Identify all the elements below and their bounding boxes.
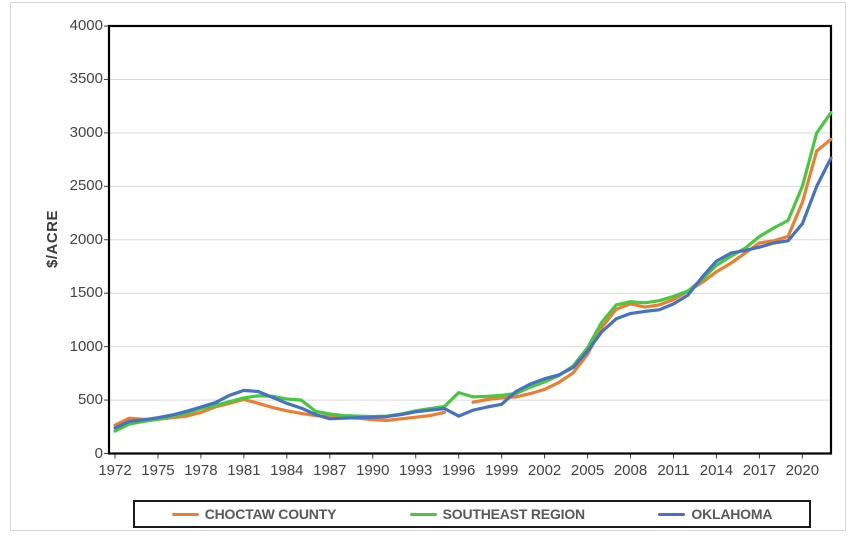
x-tick-label: 1975 [141,462,175,479]
x-tick-label: 1984 [270,462,304,479]
x-tick-label: 2011 [657,462,690,479]
y-tick-label: 0 [94,444,103,462]
x-tick-label: 2020 [785,462,820,479]
legend-label: OKLAHOMA [691,506,773,522]
x-tick-label: 1993 [399,462,433,479]
legend-item-choctaw-county: CHOCTAW COUNTY [171,506,337,522]
x-tick-label: 2014 [699,462,734,479]
x-tick-label: 2008 [613,462,648,479]
series-line-oklahoma [113,156,833,430]
legend-label: SOUTHEAST REGION [442,506,585,522]
series-line-choctaw-county [113,137,833,427]
x-tick-label: 1996 [441,462,476,479]
y-tick-label: 1000 [69,337,103,355]
legend-line-swatch-icon [409,512,437,516]
y-tick-label: 3000 [69,123,103,141]
y-tick-label: 4000 [69,17,103,34]
y-tick-label: 500 [77,391,103,409]
x-tick-label: 1978 [184,462,218,479]
legend-item-oklahoma: OKLAHOMA [658,506,772,522]
series-line-southeast-region [113,111,833,433]
y-tick-label: 3500 [69,70,103,88]
y-tick-label: 1500 [69,284,103,302]
legend-label: CHOCTAW COUNTY [204,506,337,522]
x-tick-label: 1990 [356,462,390,479]
y-tick-label: 2500 [69,177,103,195]
plot-area [104,24,833,459]
x-tick-label: 1999 [484,462,519,479]
chart-figure: $/ACRE 0 500 1000 1500 2000 2500 3000 3500 4000 … [10,2,846,531]
y-tick-label: 2000 [69,230,103,248]
plot-border [107,24,833,455]
x-tick-label: 2017 [742,462,777,479]
legend-line-swatch-icon [171,512,199,516]
legend-item-southeast-region: SOUTHEAST REGION [409,506,585,522]
x-tick-label: 1981 [227,462,261,479]
legend: CHOCTAW COUNTY SOUTHEAST REGION OKLAHOMA [133,500,811,528]
x-tick-label: 2005 [570,462,605,479]
x-tick-label: 1987 [313,462,347,479]
x-tick-label: 2002 [527,462,562,479]
legend-line-swatch-icon [658,512,686,516]
x-tick-label: 1972 [98,462,132,479]
